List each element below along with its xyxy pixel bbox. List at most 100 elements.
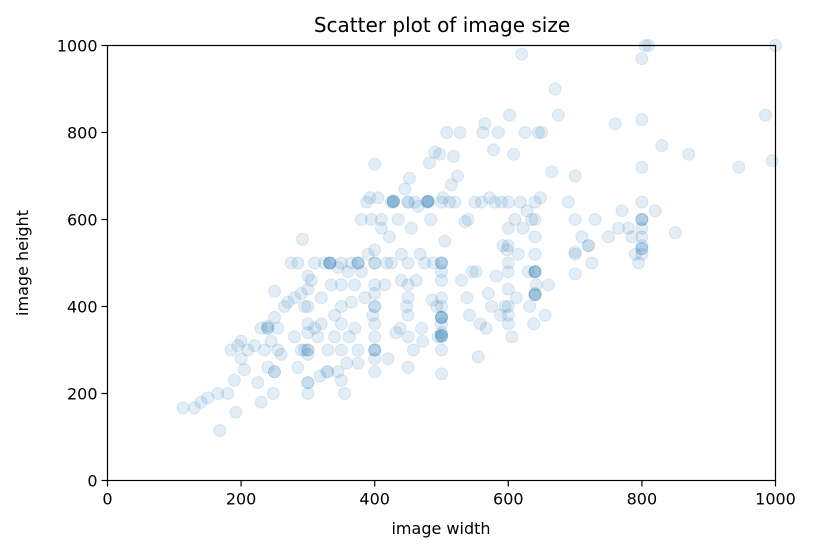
data-point <box>268 310 281 324</box>
data-point <box>528 247 542 261</box>
data-point <box>625 230 639 244</box>
data-point <box>523 300 537 313</box>
data-point <box>401 308 415 322</box>
data-point <box>334 278 348 292</box>
plot-frame <box>106 44 777 482</box>
data-point <box>431 330 445 344</box>
data-point <box>227 373 241 387</box>
x-tick-label: 200 <box>226 490 257 509</box>
data-point <box>612 221 625 235</box>
data-point <box>418 256 432 270</box>
data-point <box>501 195 515 209</box>
data-point <box>261 360 275 374</box>
data-point <box>615 204 629 218</box>
data-point <box>478 117 492 131</box>
y-axis-label: image height <box>13 210 32 316</box>
data-point <box>234 334 248 348</box>
data-point <box>368 243 382 257</box>
data-point <box>585 256 599 270</box>
data-point <box>473 317 487 331</box>
data-point <box>435 330 448 344</box>
data-point <box>268 365 281 379</box>
data-point <box>495 195 509 209</box>
data-point <box>314 291 328 305</box>
data-point <box>266 387 280 400</box>
data-point <box>394 247 408 261</box>
data-point <box>368 287 382 300</box>
data-point <box>668 226 682 240</box>
data-point <box>248 339 261 353</box>
data-point <box>364 213 378 226</box>
data-point <box>301 326 315 340</box>
data-point <box>765 154 779 168</box>
data-point <box>503 108 517 122</box>
data-point <box>264 334 278 348</box>
data-point <box>284 256 298 270</box>
data-point <box>321 343 335 357</box>
data-point <box>324 278 338 292</box>
data-point <box>575 230 589 244</box>
data-point <box>224 343 238 357</box>
data-point <box>425 293 439 307</box>
data-point <box>368 317 382 331</box>
data-point <box>513 195 527 209</box>
data-point <box>351 256 365 270</box>
data-point <box>278 300 291 313</box>
data-point <box>368 300 382 313</box>
data-point <box>635 213 649 226</box>
data-point <box>435 300 448 313</box>
data-point <box>368 278 382 292</box>
data-point <box>488 195 502 209</box>
data-point <box>368 343 382 357</box>
data-point <box>261 321 275 335</box>
x-tick-label: 400 <box>359 490 390 509</box>
data-point <box>301 376 315 390</box>
data-point <box>548 82 562 96</box>
data-point <box>447 149 460 163</box>
data-point <box>404 221 418 235</box>
data-point <box>318 256 332 270</box>
data-point <box>465 265 479 279</box>
data-point <box>481 287 495 300</box>
data-point <box>400 300 414 313</box>
data-point <box>511 247 525 261</box>
data-point <box>475 195 489 209</box>
data-point <box>368 157 382 171</box>
data-point <box>435 329 448 343</box>
data-point <box>528 265 542 279</box>
data-point <box>401 360 415 374</box>
data-point <box>435 310 448 324</box>
data-point <box>436 191 450 205</box>
data-point <box>291 256 305 270</box>
data-point <box>455 273 468 287</box>
data-point <box>368 343 382 357</box>
data-point <box>328 308 342 322</box>
data-point <box>382 230 396 244</box>
data-point <box>435 343 448 357</box>
data-point <box>408 195 422 209</box>
data-point <box>508 213 522 226</box>
data-point <box>498 300 512 313</box>
data-point <box>501 282 515 296</box>
data-point <box>485 300 499 313</box>
x-axis-label: image width <box>391 519 490 538</box>
data-point <box>568 267 582 281</box>
data-point <box>496 239 510 253</box>
data-point <box>371 191 385 205</box>
data-point <box>323 256 337 270</box>
data-point <box>528 288 542 302</box>
data-point <box>308 256 322 270</box>
data-point <box>213 424 227 437</box>
data-point <box>320 365 334 379</box>
chart-title: Scatter plot of image size <box>314 13 570 37</box>
data-point <box>435 291 448 305</box>
data-point <box>254 321 268 335</box>
data-point <box>391 213 405 226</box>
data-point <box>632 256 646 270</box>
data-point <box>386 194 400 208</box>
data-point <box>201 391 215 405</box>
data-point <box>628 247 642 261</box>
data-point <box>568 247 582 261</box>
data-point <box>509 291 523 305</box>
